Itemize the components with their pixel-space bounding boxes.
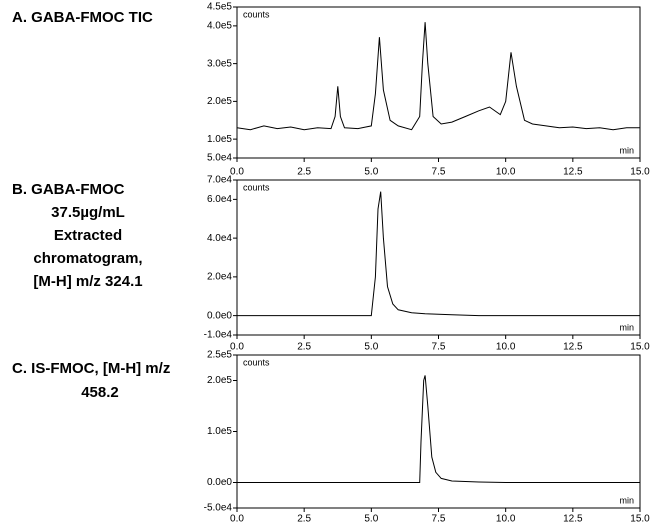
y-tick-label: 5.0e4 — [207, 153, 232, 164]
y-tick-label: 6.0e4 — [207, 194, 232, 205]
panel-title: B. GABA-FMOC — [12, 181, 125, 198]
x-tick-label: 7.5 — [432, 514, 446, 525]
x-tick-label: 10.0 — [496, 514, 516, 525]
x-axis-label: min — [619, 495, 634, 505]
panel-title: [M-H] m/z 324.1 — [33, 273, 142, 290]
trace — [236, 22, 640, 131]
x-tick-label: 5.0 — [364, 514, 378, 525]
x-tick-label: 2.5 — [297, 167, 311, 178]
y-tick-label: 2.0e4 — [207, 272, 232, 283]
panel-title: 37.5µg/mL — [51, 204, 125, 221]
x-axis-label: min — [619, 322, 634, 332]
y-axis-label: counts — [243, 182, 270, 192]
x-tick-label: 7.5 — [432, 167, 446, 178]
x-tick-label: 0.0 — [230, 167, 244, 178]
x-tick-label: 15.0 — [630, 514, 650, 525]
x-tick-label: 0.0 — [230, 342, 244, 353]
panel-title: C. IS-FMOC, [M-H] m/z — [12, 360, 170, 377]
y-tick-label: 1.0e5 — [207, 426, 232, 437]
x-tick-label: 12.5 — [563, 514, 583, 525]
y-tick-label: 3.0e5 — [207, 58, 232, 69]
y-tick-label: 4.5e5 — [207, 2, 232, 13]
x-tick-label: 2.5 — [297, 514, 311, 525]
panel-title: Extracted — [54, 227, 122, 244]
x-tick-label: 15.0 — [630, 167, 650, 178]
panel-title: chromatogram, — [33, 250, 142, 267]
x-tick-label: 0.0 — [230, 514, 244, 525]
plot-area — [236, 6, 641, 159]
panel-title: 458.2 — [81, 384, 119, 401]
panel-title: A. GABA-FMOC TIC — [12, 9, 153, 26]
y-tick-label: 1.0e5 — [207, 134, 232, 145]
x-tick-label: 7.5 — [432, 342, 446, 353]
y-axis-label: counts — [243, 357, 270, 367]
trace — [237, 375, 640, 483]
y-tick-label: 7.0e4 — [207, 175, 232, 186]
x-tick-label: 2.5 — [297, 342, 311, 353]
x-tick-label: 5.0 — [364, 167, 378, 178]
y-tick-label: 2.0e5 — [207, 375, 232, 386]
y-tick-label: 4.0e5 — [207, 21, 232, 32]
y-tick-label: 2.0e5 — [207, 96, 232, 107]
y-tick-label: 4.0e4 — [207, 233, 232, 244]
x-tick-label: 12.5 — [563, 342, 583, 353]
y-tick-label: 0.0e0 — [207, 477, 232, 488]
plot-area — [236, 354, 641, 509]
x-tick-label: 10.0 — [496, 342, 516, 353]
x-tick-label: 5.0 — [364, 342, 378, 353]
x-tick-label: 12.5 — [563, 167, 583, 178]
x-tick-label: 10.0 — [496, 167, 516, 178]
x-axis-label: min — [619, 145, 634, 155]
x-tick-label: 15.0 — [630, 342, 650, 353]
plot-area — [236, 179, 641, 336]
y-tick-label: -5.0e4 — [204, 503, 233, 514]
trace — [237, 191, 640, 317]
y-axis-label: counts — [243, 9, 270, 19]
y-tick-label: 2.5e5 — [207, 350, 232, 361]
y-tick-label: 0.0e0 — [207, 310, 232, 321]
y-tick-label: -1.0e4 — [204, 330, 233, 341]
